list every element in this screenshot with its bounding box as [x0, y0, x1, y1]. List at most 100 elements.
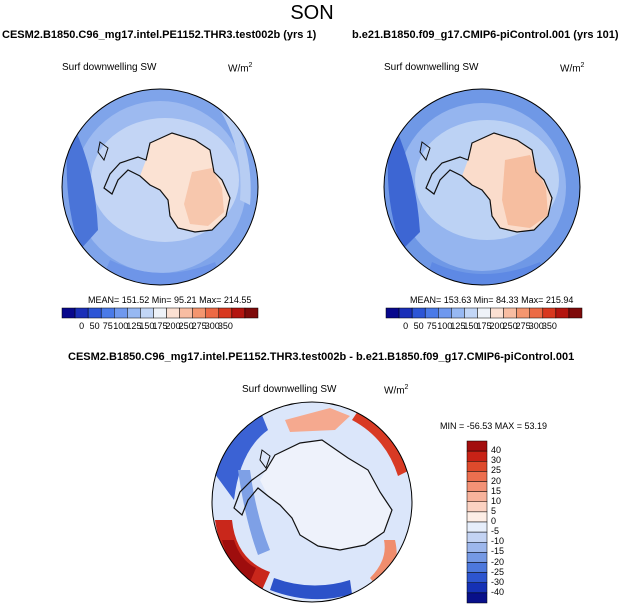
panel3-colorbar-tick: -10: [491, 536, 505, 547]
panel1-colorbar-tick: 275: [191, 321, 207, 331]
panel2-colorbar-tick: 0: [403, 321, 409, 331]
panel1-colorbar-box: [61, 307, 76, 319]
panel1-colorbar-box: [127, 307, 141, 319]
panel2-colorbar-box: [385, 307, 400, 319]
panel3-colorbar-box: [466, 461, 488, 472]
panel1-colorbar-tick: 125: [126, 321, 142, 331]
panel2-coastline: [425, 132, 553, 233]
panel1-colorbar-tick: 250: [178, 321, 194, 331]
panel3-colorbar-box: [466, 491, 488, 502]
panel1-variable: Surf downwelling SW: [62, 62, 157, 73]
panel3-colorbar-box: [466, 531, 488, 543]
panel3-colorbar-tick: 20: [491, 475, 502, 486]
panel1-stats: MEAN= 151.52 Min= 95.21 Max= 214.55: [88, 295, 252, 305]
panel3-colorbar-tick: -25: [491, 566, 505, 577]
panel3-colorbar-tick: 40: [491, 445, 502, 456]
panel2-case-title: b.e21.B1850.f09_g17.CMIP6-piControl.001 …: [352, 29, 619, 41]
panel2-colorbar-tick: 75: [426, 321, 437, 331]
panel2-variable: Surf downwelling SW: [384, 62, 479, 73]
panel3-colorbar: [466, 440, 488, 604]
panel1-case-title: CESM2.B1850.C96_mg17.intel.PE1152.THR3.t…: [2, 29, 317, 41]
panel2-colorbar-tick: 125: [450, 321, 466, 331]
panel2-colorbar-box: [516, 307, 530, 319]
panel3-colorbar-box: [466, 552, 488, 563]
panel2-colorbar-tick: 50: [413, 321, 424, 331]
panel3-colorbar-box: [466, 471, 488, 482]
panel3-variable: Surf downwelling SW: [242, 384, 337, 395]
panel2-colorbar-box: [555, 307, 570, 319]
panel1-colorbar-tick: 200: [165, 321, 181, 331]
panel3-colorbar-box: [466, 440, 488, 452]
panel1-colorbar-box: [205, 307, 220, 319]
panel2-colorbar-box: [424, 307, 439, 319]
panel3-colorbar-box: [466, 582, 488, 594]
panel1-colorbar-box: [218, 307, 233, 319]
panel3-colorbar-box: [466, 542, 488, 553]
panel1-colorbar-box: [231, 307, 246, 319]
panel3-colorbar-tick: -15: [491, 546, 505, 557]
panel2-colorbar-tick: 300: [528, 321, 544, 331]
panel2-colorbar-box: [490, 307, 504, 319]
panel2-colorbar-box: [411, 307, 426, 319]
panel2-colorbar-tick: 175: [476, 321, 492, 331]
panel2-colorbar-box: [477, 307, 491, 319]
panel1-colorbar-box: [166, 307, 180, 319]
panel3-colorbar-box: [466, 450, 488, 462]
panel3-colorbar-tick: -40: [491, 586, 505, 597]
panel1-map-border: [61, 88, 259, 286]
panel3-colorbar-tick: -5: [491, 526, 500, 537]
panel3-colorbar-box: [466, 481, 488, 492]
panel1-colorbar-tick: 300: [204, 321, 220, 331]
panel3-colorbar-tick: 30: [491, 455, 502, 466]
panel1-colorbar-tick: 150: [139, 321, 155, 331]
panel1-coastline: [103, 132, 231, 233]
panel1-colorbar-box: [244, 307, 259, 319]
panel3-colorbar-tick: -20: [491, 556, 505, 567]
panel2-colorbar-tick: 350: [541, 321, 557, 331]
panel2-colorbar-box: [451, 307, 465, 319]
panel3-colorbar-tick: 0: [491, 516, 497, 526]
page-title: SON: [290, 2, 334, 24]
panel1-colorbar-box: [74, 307, 89, 319]
panel2-colorbar-box: [568, 307, 583, 319]
panel3-colorbar-box: [466, 562, 488, 573]
panel3-colorbar-tick: -30: [491, 576, 505, 587]
panel3-colorbar-box: [466, 521, 488, 533]
panel2-colorbar-box: [542, 307, 557, 319]
panel2-units: W/m2: [560, 62, 585, 75]
panel1-units: W/m2: [228, 62, 253, 75]
panel3-colorbar-box: [466, 511, 488, 523]
panel2-map: [384, 89, 580, 285]
panel1-colorbar-tick: 75: [102, 321, 113, 331]
panel3-colorbar-tick: 10: [491, 495, 502, 506]
panel1-colorbar-tick: 0: [79, 321, 85, 331]
panel3-map: [212, 402, 412, 602]
panel3-colorbar-tick: 5: [491, 505, 497, 516]
panel3-colorbar-box: [466, 501, 488, 513]
panel2-colorbar: [385, 307, 583, 319]
panel1-colorbar-box: [114, 307, 128, 319]
panel2-map-border: [383, 88, 581, 286]
panel2-colorbar-tick: 275: [515, 321, 531, 331]
panel1-colorbar-box: [192, 307, 206, 319]
panel1-colorbar-tick: 50: [89, 321, 100, 331]
panel2-stats: MEAN= 153.63 Min= 84.33 Max= 215.94: [410, 295, 574, 305]
panel2-colorbar-box: [438, 307, 452, 319]
panel1-colorbar-box: [140, 307, 154, 319]
panel2-colorbar-tick: 250: [502, 321, 518, 331]
panel1-colorbar-tick: 175: [152, 321, 168, 331]
panel1-colorbar-box: [87, 307, 102, 319]
panel2-colorbar-tick: 200: [489, 321, 505, 331]
panel1-colorbar-tick: 350: [217, 321, 233, 331]
panel3-coastline: [233, 439, 393, 551]
panel1-colorbar-tick: 100: [113, 321, 129, 331]
panel1-colorbar: [61, 307, 259, 319]
panel2-colorbar-box: [529, 307, 544, 319]
panel3-map-border: [211, 401, 413, 603]
panel3-case-title: CESM2.B1850.C96_mg17.intel.PE1152.THR3.t…: [68, 351, 575, 363]
panel2-colorbar-tick: 100: [437, 321, 453, 331]
panel2-colorbar-box: [464, 307, 478, 319]
panel3-colorbar-box: [466, 592, 488, 604]
panel1-colorbar-box: [179, 307, 193, 319]
